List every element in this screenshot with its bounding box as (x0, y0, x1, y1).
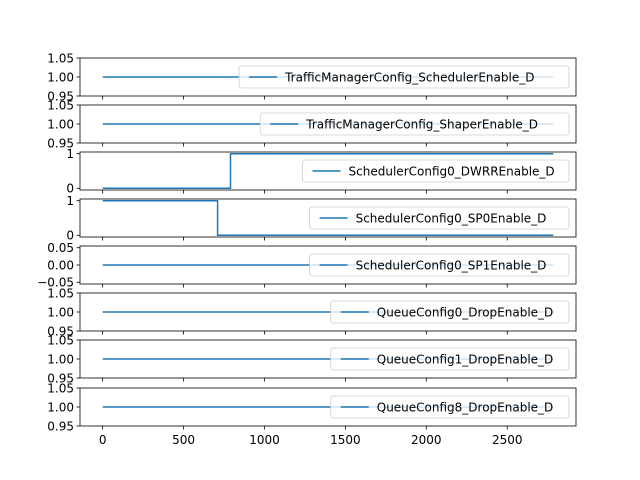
axes-frame (79, 198, 577, 238)
x-tick-label: 0 (99, 433, 107, 447)
y-tick-label: 1.05 (47, 286, 74, 300)
subplot-8: 0.95 1.00 1.05 QueueConfig8_DropEnable_D (47, 381, 577, 433)
legend-box (330, 395, 570, 419)
legend-label: QueueConfig1_DropEnable_D (377, 352, 554, 366)
x-tick-label: 500 (172, 433, 195, 447)
y-tick-label: 0.95 (47, 324, 74, 338)
legend-label: TrafficManagerConfig_ShaperEnable_D (305, 117, 538, 131)
legend: QueueConfig0_DropEnable_D (330, 300, 570, 324)
y-tick-label: 0 (66, 229, 74, 243)
legend-box (330, 300, 570, 324)
legend-label: SchedulerConfig0_SP1Enable_D (356, 258, 547, 272)
y-tick-label: 0.05 (47, 241, 74, 255)
subplot-1: 0.95 1.00 1.05 TrafficManagerConfig_Schedul… (47, 51, 577, 103)
y-tick-label: 0.95 (47, 136, 74, 150)
x-tick-label: 2500 (492, 433, 523, 447)
legend: SchedulerConfig0_DWRREnable_D (302, 159, 570, 183)
subplot-4: 0 1 SchedulerConfig0_SP0Enable_D (66, 194, 577, 243)
legend-label: QueueConfig0_DropEnable_D (377, 305, 554, 319)
legend: QueueConfig1_DropEnable_D (330, 347, 570, 371)
legend: SchedulerConfig0_SP0Enable_D (309, 206, 570, 230)
y-tick-label: 1.00 (47, 305, 74, 319)
series-line (102, 152, 554, 190)
subplot-5: −0.05 0.00 0.05 SchedulerConfig0_SP1Enable_… (37, 241, 577, 290)
y-tick-label: 1 (66, 147, 74, 161)
x-tick-label: 2000 (411, 433, 442, 447)
subplot-6: 0.95 1.00 1.05 QueueConfig0_DropEnable_D (47, 286, 577, 338)
legend: TrafficManagerConfig_SchedulerEnable_D (238, 65, 570, 89)
y-tick-label: 0.95 (47, 419, 74, 433)
y-tick-label: 1.00 (47, 400, 74, 414)
y-tick-label: 0.95 (47, 89, 74, 103)
y-tick-label: 1.05 (47, 51, 74, 65)
y-tick-label: −0.05 (37, 276, 74, 290)
y-tick-label: 0 (66, 182, 74, 196)
y-tick-label: 1.00 (47, 117, 74, 131)
axes-frame (79, 151, 577, 191)
y-tick-label: 1.00 (47, 352, 74, 366)
x-tick-label: 1000 (249, 433, 280, 447)
y-tick-label: 1.00 (47, 70, 74, 84)
y-tick-label: 0.00 (47, 258, 74, 272)
legend: TrafficManagerConfig_ShaperEnable_D (259, 112, 570, 136)
y-tick-label: 1.05 (47, 381, 74, 395)
legend-box (330, 347, 570, 371)
subplot-7: 0.95 1.00 1.05 QueueConfig1_DropEnable_D (47, 333, 577, 385)
legend-box (302, 159, 570, 183)
legend-box (238, 65, 570, 89)
subplot-2: 0.95 1.00 1.05 TrafficManagerConfig_ShaperE… (47, 98, 577, 150)
legend: SchedulerConfig0_SP1Enable_D (309, 253, 570, 277)
y-tick-label: 1.05 (47, 333, 74, 347)
x-tick-label: 1500 (330, 433, 361, 447)
legend-label: SchedulerConfig0_DWRREnable_D (349, 164, 555, 178)
legend: QueueConfig8_DropEnable_D (330, 395, 570, 419)
legend-label: QueueConfig8_DropEnable_D (377, 400, 554, 414)
legend-box (309, 253, 570, 277)
legend-box (309, 206, 570, 230)
legend-label: SchedulerConfig0_SP0Enable_D (356, 211, 547, 225)
series-line (102, 199, 554, 237)
legend-box (259, 112, 570, 136)
y-tick-label: 0.95 (47, 371, 74, 385)
legend-label: TrafficManagerConfig_SchedulerEnable_D (284, 70, 534, 84)
y-tick-label: 1 (66, 194, 74, 208)
subplot-3: 0 1 SchedulerConfig0_DWRREnable_D (66, 147, 577, 196)
y-tick-label: 1.05 (47, 98, 74, 112)
